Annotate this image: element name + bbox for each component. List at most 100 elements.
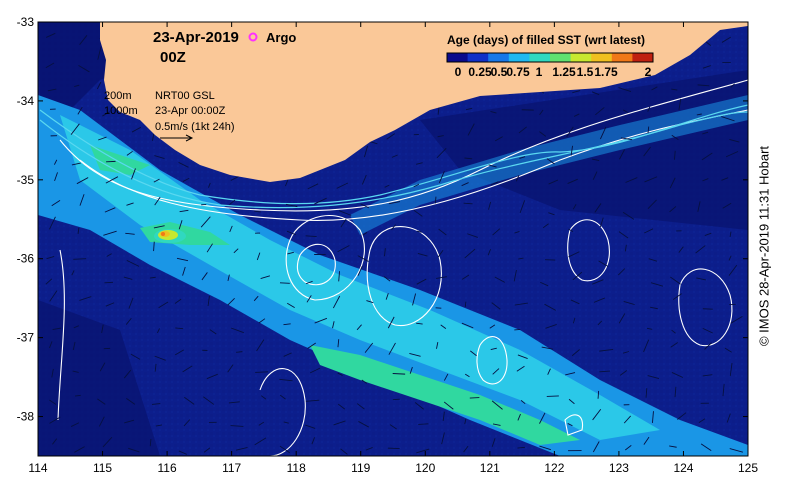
y-tick-label: -37 <box>17 331 35 345</box>
current-vector <box>78 65 90 73</box>
current-vector <box>696 277 707 281</box>
copyright-notice: © IMOS 28-Apr-2019 11:31 Hobart <box>756 145 772 347</box>
y-axis: -33 -34 -35 -36 -37 -38 <box>17 15 748 424</box>
current-vector <box>721 177 729 181</box>
current-vector <box>102 436 113 448</box>
current-vector <box>45 32 56 38</box>
plot-area <box>38 22 748 456</box>
current-vector <box>52 438 58 445</box>
current-vector <box>461 322 474 329</box>
current-vector <box>45 278 53 285</box>
x-tick-label: 122 <box>544 461 564 475</box>
current-vector <box>409 366 413 374</box>
current-vector <box>96 81 102 90</box>
current-vector <box>229 225 233 233</box>
current-vector <box>153 225 165 229</box>
current-vector <box>492 423 501 426</box>
current-vector <box>417 253 428 257</box>
current-vector <box>126 150 133 156</box>
current-vector <box>131 126 141 133</box>
current-vector <box>721 36 731 43</box>
current-vector <box>674 150 676 160</box>
current-vector <box>178 220 183 230</box>
current-vector <box>336 182 349 189</box>
current-vector <box>518 257 524 260</box>
current-vector <box>227 274 230 281</box>
current-vector <box>366 300 374 304</box>
current-vector <box>494 136 503 142</box>
current-vector <box>283 421 289 424</box>
current-vector <box>184 396 195 405</box>
y-tick-label: -33 <box>17 15 35 29</box>
current-vector <box>490 347 497 351</box>
current-vector <box>49 341 53 349</box>
x-axis: 114 115 116 117 118 119 120 121 122 123 124 125 <box>28 22 758 475</box>
current-vector <box>71 270 75 276</box>
current-vector <box>104 207 116 213</box>
current-vector <box>701 152 713 161</box>
current-vector <box>592 441 600 453</box>
current-vector <box>469 397 480 399</box>
current-vector <box>126 397 136 405</box>
current-vector <box>416 322 423 325</box>
current-vector <box>258 318 266 324</box>
current-vector <box>279 445 291 454</box>
current-vector <box>518 126 527 134</box>
current-vector <box>174 349 184 356</box>
current-vector <box>548 179 559 185</box>
current-vector <box>677 412 687 420</box>
current-vector <box>51 368 54 378</box>
current-vector <box>539 131 547 137</box>
current-vector <box>726 413 731 423</box>
current-vector <box>149 276 156 279</box>
current-vector <box>332 295 341 309</box>
current-vector <box>519 200 526 214</box>
current-vector <box>206 243 213 253</box>
sst-contours <box>57 79 748 456</box>
current-vector <box>436 148 447 159</box>
current-vector <box>513 269 517 282</box>
sst-age-band-mid <box>60 115 660 440</box>
current-vector <box>415 162 423 165</box>
current-vector <box>647 375 660 380</box>
current-vector <box>724 347 732 353</box>
current-vector <box>49 290 58 302</box>
current-vector <box>570 145 573 156</box>
current-vector <box>517 354 528 359</box>
x-tick-label: 116 <box>158 461 177 475</box>
current-vector <box>203 396 215 405</box>
colorbar-swatch <box>570 53 592 62</box>
current-vector <box>256 339 265 352</box>
current-vector <box>279 394 286 400</box>
current-vector <box>158 301 169 309</box>
current-vector <box>547 368 551 375</box>
current-vector <box>227 297 235 306</box>
current-vector <box>279 378 293 382</box>
current-vector <box>123 276 133 280</box>
current-vector <box>568 228 574 233</box>
current-vector <box>463 445 469 453</box>
current-vector <box>338 271 340 282</box>
current-vector <box>337 372 343 376</box>
current-vector <box>229 199 236 206</box>
current-vector <box>702 327 713 334</box>
current-vector <box>391 224 396 231</box>
current-vector <box>440 324 447 329</box>
current-vector <box>357 265 363 276</box>
current-vector <box>286 230 297 236</box>
current-vector <box>729 138 740 143</box>
current-vector <box>254 437 267 446</box>
current-vector <box>413 209 423 217</box>
current-vector <box>338 210 352 216</box>
current-vector <box>49 416 61 424</box>
current-vector <box>260 395 267 400</box>
current-vector <box>461 274 470 280</box>
current-vector <box>540 281 549 287</box>
current-vector <box>669 177 676 189</box>
colorbar-swatch <box>488 53 510 62</box>
current-vector <box>464 248 476 259</box>
current-vector <box>125 232 135 235</box>
current-vector <box>592 171 598 180</box>
current-vector <box>200 216 211 228</box>
current-vector <box>517 446 525 449</box>
